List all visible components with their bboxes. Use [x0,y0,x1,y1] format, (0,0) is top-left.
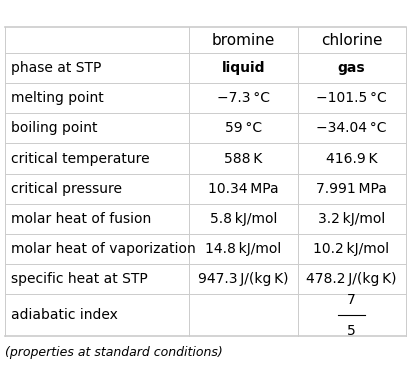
Text: gas: gas [338,61,365,75]
Text: 10.2 kJ/mol: 10.2 kJ/mol [314,242,390,256]
Text: specific heat at STP: specific heat at STP [11,272,148,286]
Text: 59 °C: 59 °C [225,122,262,135]
Text: 3.2 kJ/mol: 3.2 kJ/mol [318,212,385,226]
Text: 14.8 kJ/mol: 14.8 kJ/mol [206,242,282,256]
Text: 5.8 kJ/mol: 5.8 kJ/mol [210,212,277,226]
Text: 7: 7 [347,292,356,307]
Text: chlorine: chlorine [321,33,382,48]
Text: −7.3 °C: −7.3 °C [217,91,270,105]
Text: 5: 5 [347,324,356,338]
Text: molar heat of vaporization: molar heat of vaporization [11,242,196,256]
Text: −101.5 °C: −101.5 °C [316,91,387,105]
Text: boiling point: boiling point [11,122,97,135]
Text: critical temperature: critical temperature [11,152,150,165]
Text: molar heat of fusion: molar heat of fusion [11,212,151,226]
Text: 478.2 J/(kg K): 478.2 J/(kg K) [306,272,397,286]
Text: 7.991 MPa: 7.991 MPa [316,182,387,196]
Text: critical pressure: critical pressure [11,182,122,196]
Text: (properties at standard conditions): (properties at standard conditions) [5,346,223,359]
Text: adiabatic index: adiabatic index [11,308,118,322]
Text: 947.3 J/(kg K): 947.3 J/(kg K) [198,272,289,286]
Text: melting point: melting point [11,91,104,105]
Text: phase at STP: phase at STP [11,61,101,75]
Text: −34.04 °C: −34.04 °C [316,122,387,135]
Text: 10.34 MPa: 10.34 MPa [208,182,279,196]
Text: 588 K: 588 K [224,152,263,165]
Text: 416.9 K: 416.9 K [326,152,377,165]
Text: liquid: liquid [222,61,265,75]
Text: bromine: bromine [212,33,275,48]
